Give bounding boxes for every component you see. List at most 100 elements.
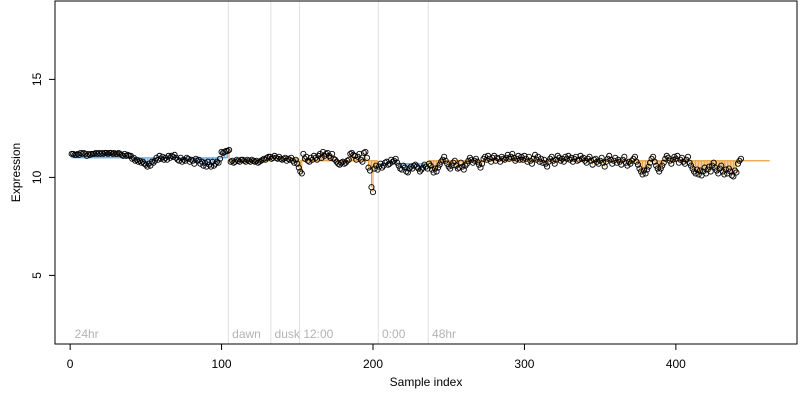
data-point [332,156,339,163]
x-axis-label: Sample index [390,375,463,389]
data-point [256,158,263,165]
data-point [595,160,602,167]
data-point [86,151,93,158]
data-point [641,167,648,174]
y-axis: 5 10 15 [30,72,56,279]
data-point [504,151,511,158]
data-point [448,162,455,169]
data-point [709,162,716,169]
segment-label: 12:00 [303,327,333,341]
data-point [610,157,617,164]
data-point [401,164,408,171]
data-point [494,154,501,161]
data-point [197,160,204,167]
data-point [353,156,360,163]
plot-frame [54,0,798,345]
data-point [292,156,299,163]
data-point [533,156,540,163]
data-point [725,165,732,172]
data-point [486,155,493,162]
data-point [594,158,601,165]
data-point [621,153,628,160]
data-point [507,153,514,160]
data-points [68,146,745,196]
segment-label: 0:00 [382,327,406,341]
data-point [568,154,575,161]
data-point [279,156,286,163]
data-point [218,148,225,155]
data-point [380,162,387,169]
data-point [142,161,149,168]
data-point [736,157,743,164]
data-point [326,152,333,159]
data-point [274,155,281,162]
data-point [104,150,112,157]
data-point [77,149,84,156]
data-point [379,164,386,171]
data-point [663,152,670,159]
data-point [557,157,564,164]
data-point [569,158,576,165]
x-axis: 0 100 200 300 400 [67,343,686,371]
data-point [660,159,667,166]
data-point [245,157,252,164]
data-point [70,150,77,157]
data-point [301,155,308,162]
data-point [257,157,264,164]
data-point [639,171,646,178]
data-point [554,152,561,159]
data-point [224,147,231,154]
data-point [634,161,642,168]
data-point [669,156,676,163]
data-point [500,155,507,162]
data-point [395,162,402,169]
data-point [442,157,449,164]
data-point [707,168,714,175]
data-point [435,164,442,171]
data-point [545,158,552,165]
data-point [229,157,236,164]
data-point [241,157,248,164]
data-point [462,162,469,169]
data-point [704,166,711,173]
data-point [94,150,101,157]
data-point [133,156,140,163]
data-point [406,165,413,172]
y-axis-label: Expression [9,143,23,202]
data-point [394,159,401,166]
data-point [297,168,304,175]
data-point [430,169,437,176]
data-point [657,165,664,172]
data-point [733,169,740,176]
data-point [427,162,434,169]
data-point [236,158,243,165]
data-point [600,159,607,166]
data-point [188,156,195,163]
data-point [515,152,522,159]
data-point [283,157,290,164]
data-point [734,160,741,167]
data-point [571,155,578,162]
data-point [359,158,366,165]
data-point [130,154,137,161]
data-point [565,152,572,159]
data-point [263,154,271,161]
data-point [286,156,293,163]
data-point [718,162,725,169]
data-point [577,152,584,159]
data-point [227,158,234,165]
data-point [625,158,632,165]
data-point [728,172,735,179]
data-point [280,155,287,162]
data-point [111,149,118,156]
data-point [204,158,211,165]
data-point [376,163,383,170]
data-point [421,161,428,168]
data-point [419,164,427,171]
data-point [527,157,534,164]
data-point [303,153,310,160]
data-point [580,154,587,161]
data-point [727,168,734,175]
data-point [315,152,322,159]
data-point [551,160,558,167]
